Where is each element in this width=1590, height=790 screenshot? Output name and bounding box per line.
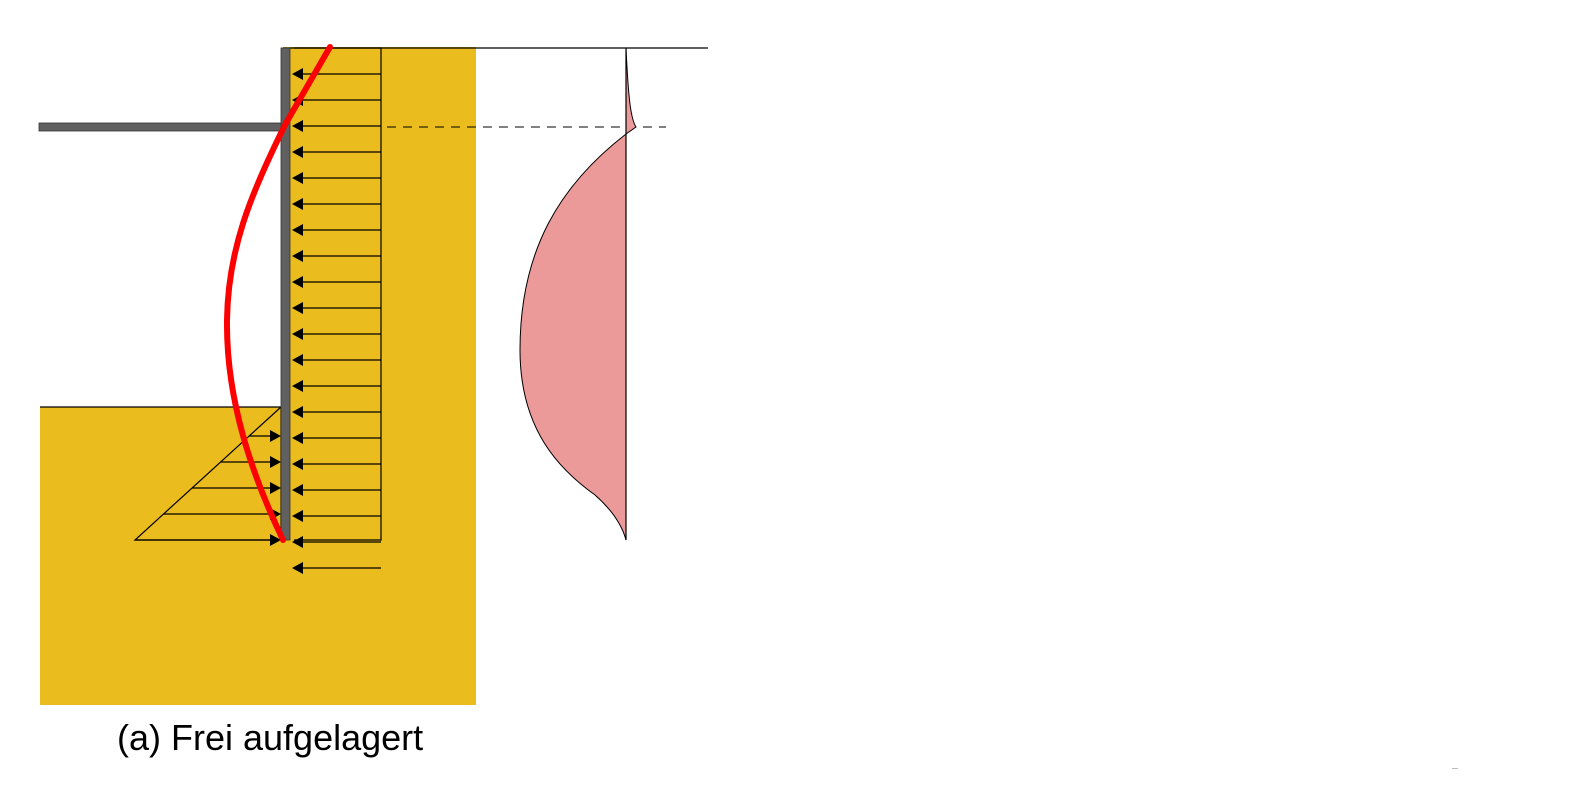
- active-pressure-arrowhead: [292, 224, 303, 236]
- active-pressure-arrowhead: [292, 276, 303, 288]
- passive-pressure-arrowhead: [270, 534, 281, 546]
- active-pressure-arrowhead: [292, 172, 303, 184]
- active-pressure-arrowhead: [292, 458, 303, 470]
- active-pressure-arrowhead: [292, 432, 303, 444]
- active-pressure-arrowhead: [292, 536, 303, 548]
- active-pressure-arrowhead: [292, 354, 303, 366]
- anchor-bar: [38, 122, 285, 132]
- passive-pressure-arrowhead: [270, 482, 281, 494]
- active-pressure-arrows: [292, 68, 381, 574]
- passive-pressure-arrowhead: [270, 456, 281, 468]
- excavation-soil-block: [40, 407, 283, 705]
- bending-moment-diagram: [519, 47, 637, 541]
- active-pressure-outline: [294, 47, 382, 541]
- active-pressure-arrowhead: [292, 510, 303, 522]
- passive-pressure-arrows: [135, 430, 281, 546]
- active-pressure-arrowhead: [292, 302, 303, 314]
- active-pressure-arrowhead: [292, 198, 303, 210]
- active-pressure-arrowhead: [292, 380, 303, 392]
- active-pressure-arrowhead: [292, 328, 303, 340]
- retained-soil-block: [283, 47, 476, 705]
- active-pressure-arrowhead: [292, 562, 303, 574]
- deflection-curve: [223, 44, 333, 543]
- active-pressure-arrowhead: [292, 146, 303, 158]
- passive-pressure-arrowhead: [270, 430, 281, 442]
- active-pressure-arrowhead: [292, 120, 303, 132]
- page-mark: [1452, 768, 1458, 769]
- active-pressure-arrowhead: [292, 250, 303, 262]
- active-pressure-arrowhead: [292, 68, 303, 80]
- active-pressure-arrowhead: [292, 484, 303, 496]
- active-pressure-arrowhead: [292, 406, 303, 418]
- figure-caption: (a) Frei aufgelagert: [117, 717, 424, 758]
